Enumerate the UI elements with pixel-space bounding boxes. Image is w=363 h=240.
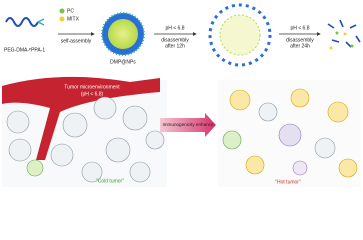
- polymer-end: [37, 18, 45, 26]
- swollen-core: [219, 14, 261, 56]
- step-label: disassembly: [286, 37, 314, 43]
- mitx-icon: [59, 16, 65, 22]
- nanoparticle-corona: [101, 12, 145, 56]
- cells: [6, 96, 165, 183]
- free-drug: [329, 32, 347, 50]
- legend-label: PC: [67, 8, 74, 14]
- step-condition: pH < 6.8: [290, 25, 309, 31]
- blood-vessel: [2, 76, 160, 160]
- step-time: after 24h: [290, 43, 310, 49]
- diagram: PEG-DMA-ᴾPPA-1 PC MITX self-assembly DMP…: [2, 3, 361, 187]
- hot-tumor-label: "Hot tumor": [275, 179, 301, 185]
- fragments: [327, 19, 361, 48]
- cold-tumor-label: "Cold tumor": [96, 178, 124, 184]
- polymer-label: PEG-DMA-ᴾPPA-1: [4, 47, 45, 53]
- legend-label: MITX: [67, 16, 80, 22]
- nanoparticle-core: [108, 19, 138, 49]
- step-time: after 12h: [165, 43, 185, 49]
- enhance-label: Immunogenicity enhance: [162, 122, 214, 127]
- step-label: self-assembly: [61, 38, 92, 44]
- polymer-chain: [5, 17, 39, 27]
- step-condition: pH < 6.8: [165, 25, 184, 31]
- enhance-arrow: [160, 113, 216, 137]
- swollen-particle: [208, 3, 272, 67]
- immune-cells: [222, 88, 358, 178]
- tumor-title: Tumor microenvironment: [64, 84, 120, 90]
- nanoparticle-label: DMP@NPs: [110, 59, 136, 65]
- pc-icon: [59, 8, 65, 14]
- free-drug: [335, 31, 354, 48]
- step-label: disassembly: [161, 37, 189, 43]
- tumor-condition: (pH < 6.8): [81, 91, 104, 97]
